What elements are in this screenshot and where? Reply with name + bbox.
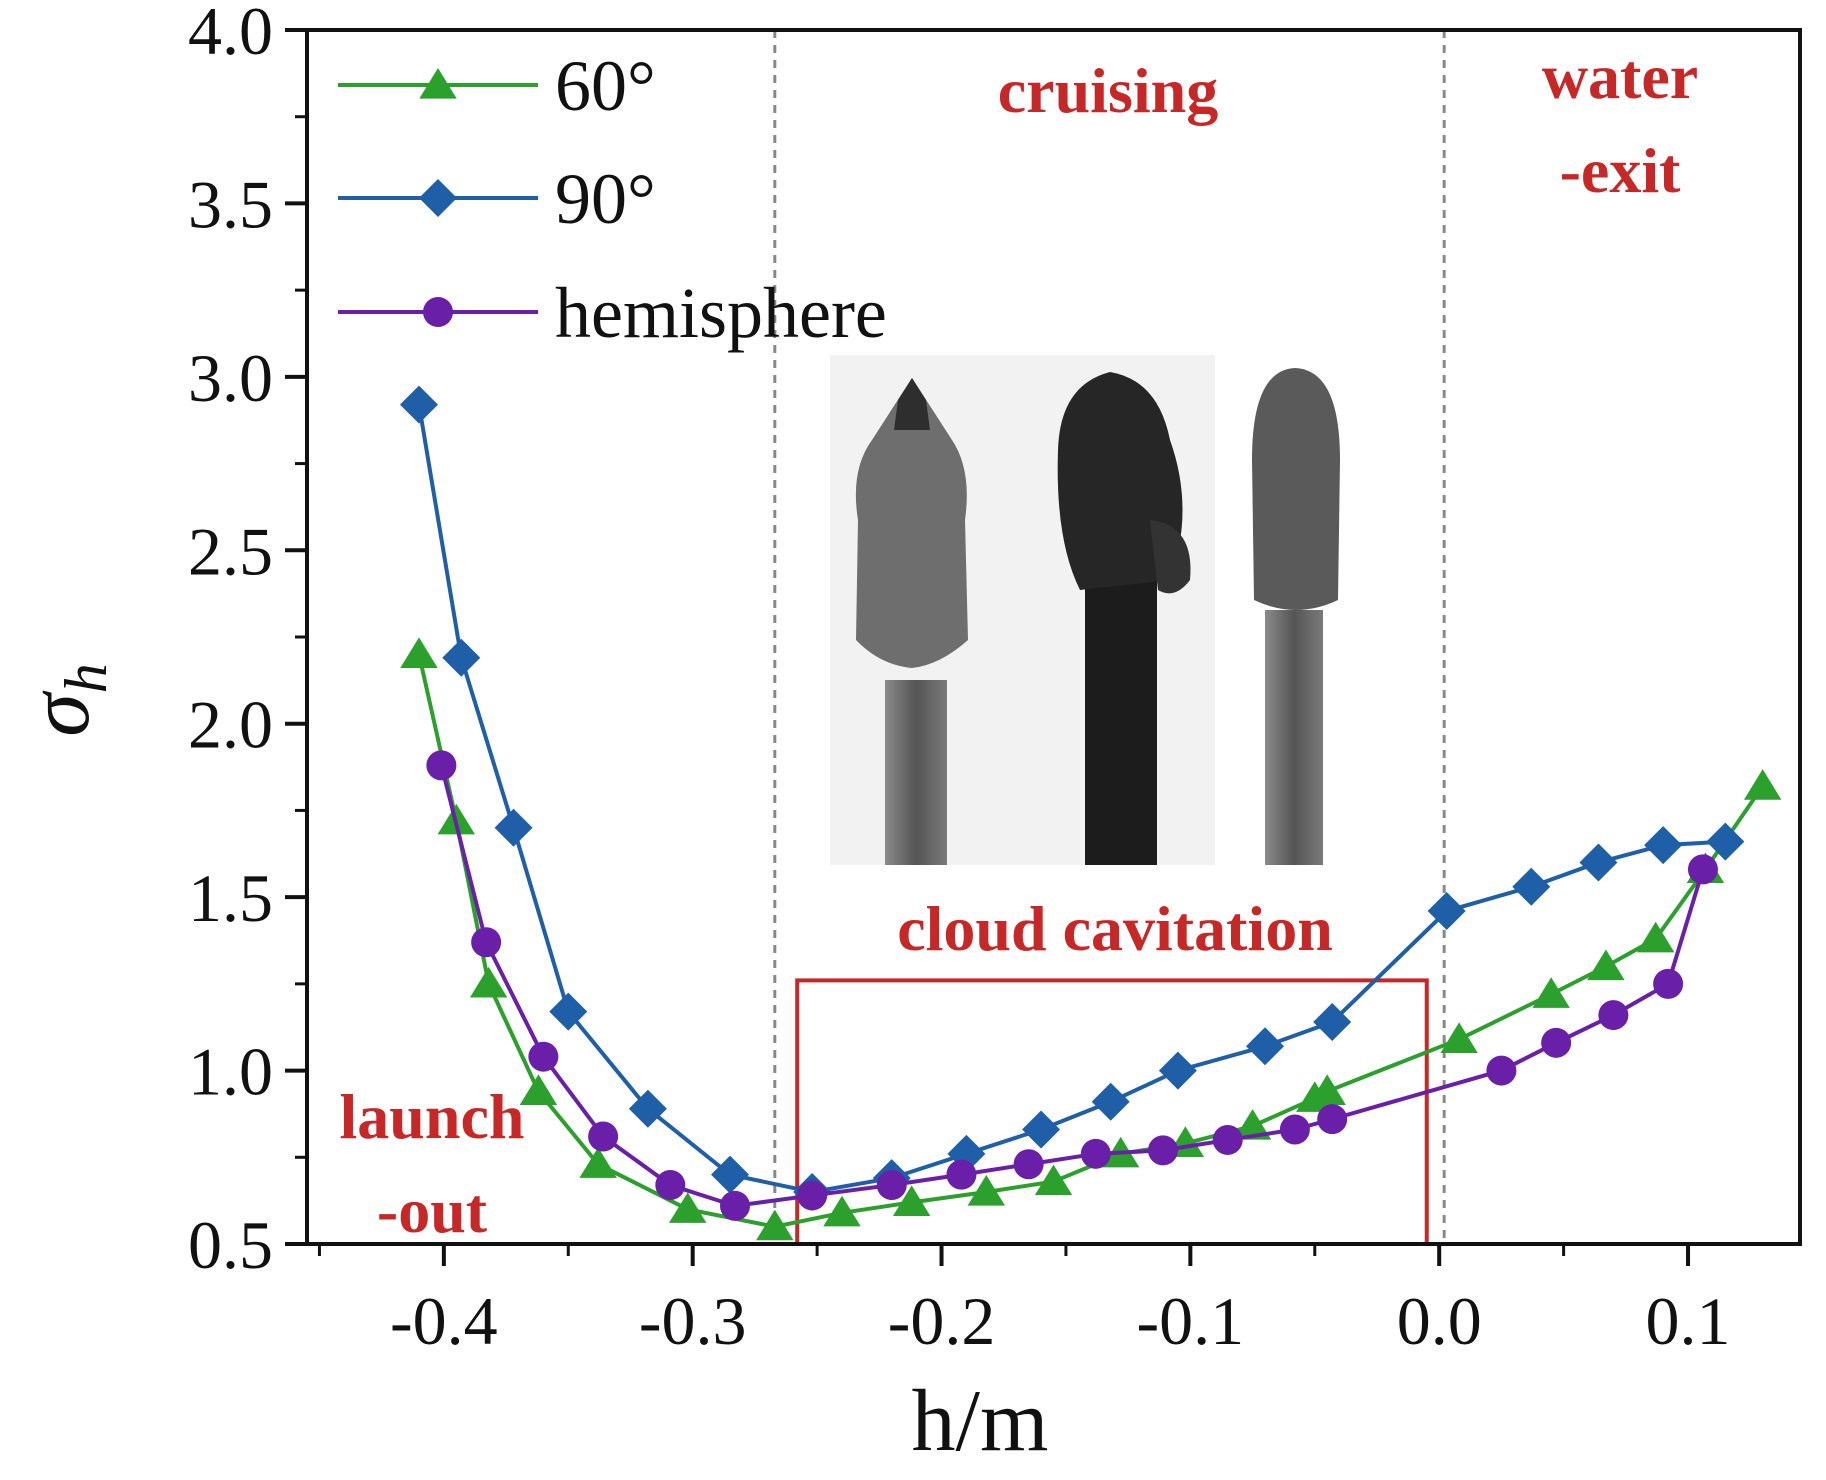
data-point-hemisphere [1598, 1000, 1629, 1031]
series-hemisphere [426, 750, 1718, 1221]
data-point-90 [1427, 892, 1466, 931]
data-point-hemisphere [528, 1041, 559, 1072]
y-tick-label: 3.0 [188, 340, 273, 416]
data-point-60 [1034, 1164, 1073, 1196]
data-point-hemisphere [1147, 1135, 1178, 1166]
data-point-60 [1233, 1109, 1272, 1140]
data-point-60 [967, 1174, 1006, 1206]
annotation-cruising: cruising [998, 55, 1218, 126]
data-point-hemisphere [1279, 1114, 1310, 1145]
data-point-hemisphere [426, 750, 457, 781]
data-point-90 [628, 1089, 667, 1128]
series-group [399, 385, 1782, 1241]
data-point-60 [1587, 949, 1625, 981]
x-tick-label: -0.4 [390, 1283, 498, 1359]
svg-text:σh: σh [11, 663, 119, 736]
legend-label: 60° [555, 46, 656, 126]
data-point-90 [711, 1155, 750, 1194]
data-point-90 [442, 638, 481, 677]
annotation-out: -out [377, 1175, 488, 1246]
data-point-60 [400, 637, 438, 668]
y-axis-subscript: h [53, 663, 119, 693]
legend-item-hemisphere: hemisphere [338, 273, 887, 353]
data-point-60 [1636, 921, 1675, 953]
legend-item-90: 90° [338, 159, 656, 239]
x-tick-label: -0.2 [888, 1283, 996, 1359]
axis-ticks: -0.4 -0.3 -0.2 -0.1 0.0 0.1 0.5 1.0 1.5 2.0 2.5 3.0… [188, 0, 1731, 1359]
data-point-60 [1743, 769, 1782, 800]
data-point-hemisphere [876, 1170, 907, 1201]
data-point-60 [669, 1192, 707, 1223]
y-tick-label: 3.5 [188, 166, 273, 242]
data-point-60 [1532, 977, 1570, 1008]
data-point-90 [1579, 843, 1618, 882]
data-point-60 [1440, 1022, 1478, 1053]
data-point-60 [823, 1195, 861, 1227]
data-point-hemisphere [1541, 1027, 1572, 1058]
data-point-hemisphere [471, 927, 502, 958]
series-line-60 [417, 653, 1765, 1229]
data-point-60 [1308, 1074, 1346, 1105]
data-point-90 [1158, 1051, 1197, 1090]
y-tick-label: 2.0 [188, 687, 273, 763]
legend-marker-90 [419, 179, 457, 217]
data-point-60 [519, 1074, 558, 1105]
annotation-launch: launch [340, 1081, 525, 1152]
y-tick-label: 0.5 [188, 1207, 273, 1283]
data-point-hemisphere [719, 1190, 750, 1221]
annotation-exit: -exit [1560, 135, 1682, 206]
phase-dividers [773, 30, 1446, 1244]
data-point-hemisphere [1317, 1104, 1348, 1135]
data-point-90 [1091, 1082, 1130, 1121]
data-point-90 [1512, 867, 1551, 906]
data-point-hemisphere [655, 1170, 686, 1201]
y-tick-label: 4.0 [188, 0, 273, 69]
data-point-60 [469, 966, 508, 998]
legend-marker-60 [419, 68, 457, 99]
data-point-60 [579, 1147, 617, 1178]
data-point-hemisphere [1486, 1055, 1517, 1086]
data-point-90 [1313, 1003, 1352, 1042]
annotation-water: water [1542, 41, 1698, 112]
inset-projectile-cone [855, 378, 968, 865]
data-point-60 [756, 1209, 794, 1241]
cavitation-inset-image [830, 355, 1340, 865]
data-point-90 [1022, 1110, 1061, 1149]
data-point-90 [494, 808, 533, 847]
legend-label: 90° [555, 159, 656, 239]
data-point-hemisphere [1013, 1149, 1044, 1180]
y-tick-label: 2.5 [188, 513, 273, 589]
data-point-hemisphere [1653, 968, 1684, 999]
data-point-hemisphere [588, 1121, 619, 1152]
legend: 60° 90° hemisphere [338, 46, 887, 353]
y-axis-symbol: σ [11, 690, 108, 737]
data-point-60 [892, 1185, 931, 1216]
data-point-hemisphere [946, 1159, 977, 1190]
x-tick-label: -0.3 [639, 1283, 747, 1359]
x-tick-label: 0.0 [1397, 1283, 1482, 1359]
legend-marker-hemisphere [423, 297, 453, 327]
x-tick-label: -0.1 [1137, 1283, 1245, 1359]
data-point-90 [1706, 822, 1745, 861]
data-point-hemisphere [797, 1180, 828, 1211]
data-point-90 [399, 385, 438, 424]
legend-item-60: 60° [338, 46, 656, 126]
annotation-cloud-cavitation: cloud cavitation [897, 893, 1333, 964]
data-point-90 [1644, 826, 1683, 865]
y-axis-title: σh [11, 663, 119, 736]
inset-projectile-blunt [1057, 372, 1191, 865]
x-axis-title: h/m [912, 1373, 1049, 1470]
y-tick-label: 1.0 [188, 1034, 273, 1110]
data-point-90 [549, 992, 588, 1031]
y-tick-label: 1.5 [188, 860, 273, 936]
series-90 [399, 385, 1745, 1211]
data-point-hemisphere [1212, 1124, 1243, 1155]
inset-projectile-hemisphere [1252, 368, 1340, 865]
data-point-90 [1246, 1027, 1285, 1066]
legend-label: hemisphere [555, 273, 887, 353]
data-point-hemisphere [1687, 854, 1718, 885]
data-point-hemisphere [1080, 1138, 1111, 1169]
x-tick-label: 0.1 [1646, 1283, 1731, 1359]
